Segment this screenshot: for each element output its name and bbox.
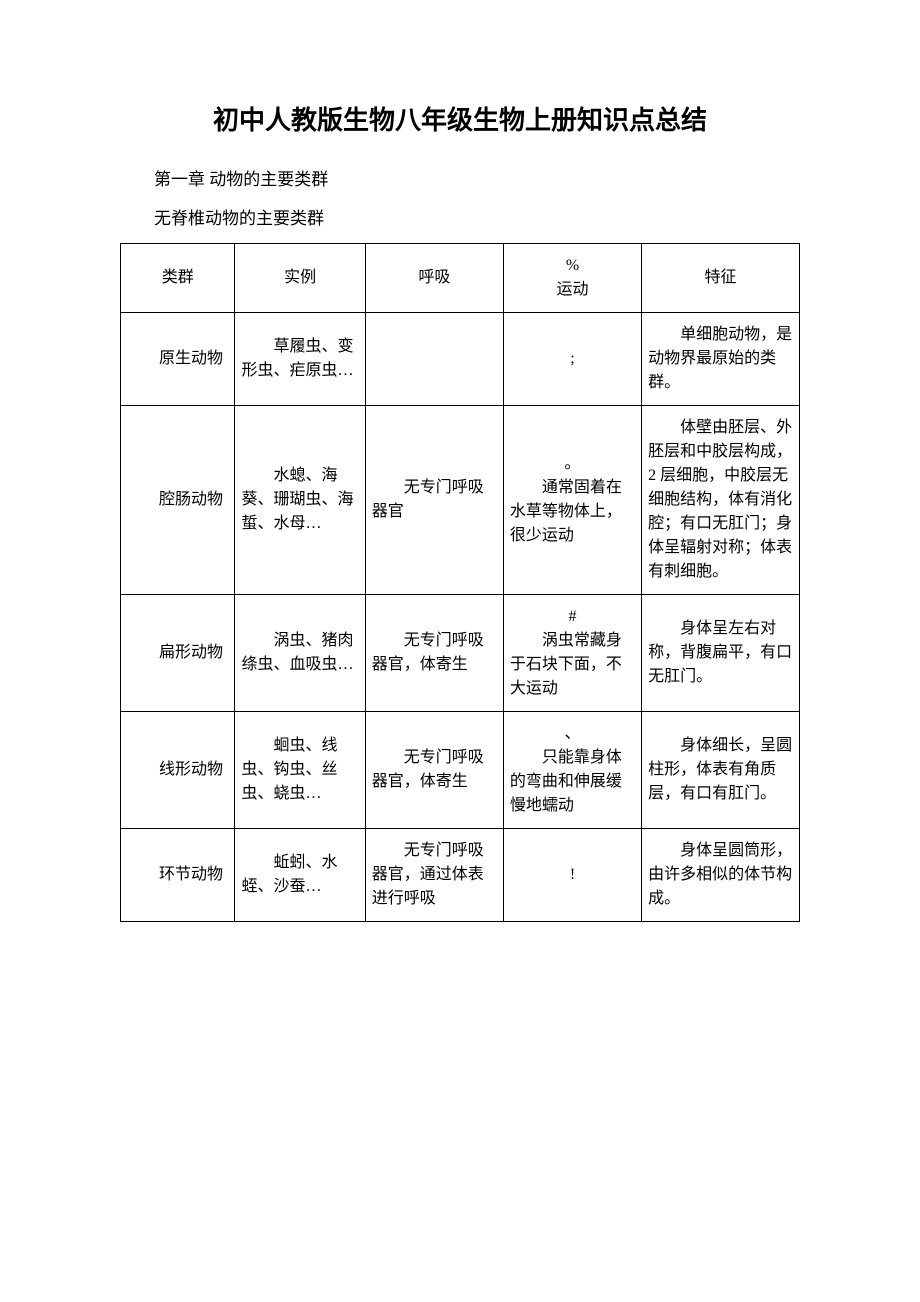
movement-text: 涡虫常藏身于石块下面，不大运动	[510, 629, 635, 701]
table-row: 扁形动物 涡虫、猪肉绦虫、血吸虫… 无专门呼吸器官，体寄生 # 涡虫常藏身于石块…	[121, 595, 800, 712]
header-movement: % 运动	[503, 244, 641, 313]
table-row: 环节动物 蚯蚓、水蛭、沙蚕… 无专门呼吸器官，通过体表进行呼吸 ! 身体呈圆筒形…	[121, 829, 800, 922]
header-movement-symbol: %	[510, 254, 635, 278]
cell-breathing: 无专门呼吸器官	[365, 406, 503, 595]
header-breathing: 呼吸	[365, 244, 503, 313]
cell-breathing: 无专门呼吸器官，体寄生	[365, 595, 503, 712]
cell-feature: 身体呈左右对称，背腹扁平，有口无肛门。	[642, 595, 800, 712]
header-category: 类群	[121, 244, 235, 313]
header-feature: 特征	[642, 244, 800, 313]
page-title: 初中人教版生物八年级生物上册知识点总结	[120, 100, 800, 137]
cell-movement: !	[503, 829, 641, 922]
cell-breathing: 无专门呼吸器官，通过体表进行呼吸	[365, 829, 503, 922]
cell-movement: 。 通常固着在水草等物体上，很少运动	[503, 406, 641, 595]
movement-text: 通常固着在水草等物体上，很少运动	[510, 476, 635, 548]
cell-movement: 、 只能靠身体的弯曲和伸展缓慢地蠕动	[503, 712, 641, 829]
movement-symbol: !	[510, 863, 635, 887]
header-example: 实例	[235, 244, 365, 313]
movement-symbol: #	[510, 605, 635, 629]
cell-category: 环节动物	[121, 829, 235, 922]
cell-feature: 体壁由胚层、外胚层和中胶层构成，2 层细胞，中胶层无细胞结构，体有消化腔；有口无…	[642, 406, 800, 595]
movement-symbol: 、	[510, 722, 635, 746]
cell-example: 涡虫、猪肉绦虫、血吸虫…	[235, 595, 365, 712]
cell-feature: 单细胞动物，是动物界最原始的类群。	[642, 313, 800, 406]
table-row: 腔肠动物 水螅、海葵、珊瑚虫、海蜇、水母… 无专门呼吸器官 。 通常固着在水草等…	[121, 406, 800, 595]
cell-category: 扁形动物	[121, 595, 235, 712]
subsection-heading: 无脊椎动物的主要类群	[120, 204, 800, 229]
cell-example: 蛔虫、线虫、钩虫、丝虫、蛲虫…	[235, 712, 365, 829]
movement-text: 只能靠身体的弯曲和伸展缓慢地蠕动	[510, 746, 635, 818]
movement-symbol: 。	[510, 452, 635, 476]
header-movement-label: 运动	[510, 278, 635, 302]
cell-category: 原生动物	[121, 313, 235, 406]
cell-category: 线形动物	[121, 712, 235, 829]
cell-breathing	[365, 313, 503, 406]
movement-symbol: ;	[510, 347, 635, 371]
cell-example: 蚯蚓、水蛭、沙蚕…	[235, 829, 365, 922]
cell-category: 腔肠动物	[121, 406, 235, 595]
cell-feature: 身体细长，呈圆柱形，体表有角质层，有口有肛门。	[642, 712, 800, 829]
table-header-row: 类群 实例 呼吸 % 运动 特征	[121, 244, 800, 313]
animal-groups-table: 类群 实例 呼吸 % 运动 特征 原生动物 草履虫、变形虫、疟原虫… ; 单细胞…	[120, 243, 800, 922]
cell-movement: # 涡虫常藏身于石块下面，不大运动	[503, 595, 641, 712]
table-row: 原生动物 草履虫、变形虫、疟原虫… ; 单细胞动物，是动物界最原始的类群。	[121, 313, 800, 406]
chapter-heading: 第一章 动物的主要类群	[120, 165, 800, 190]
cell-movement: ;	[503, 313, 641, 406]
cell-breathing: 无专门呼吸器官，体寄生	[365, 712, 503, 829]
cell-feature: 身体呈圆筒形，由许多相似的体节构成。	[642, 829, 800, 922]
table-row: 线形动物 蛔虫、线虫、钩虫、丝虫、蛲虫… 无专门呼吸器官，体寄生 、 只能靠身体…	[121, 712, 800, 829]
cell-example: 水螅、海葵、珊瑚虫、海蜇、水母…	[235, 406, 365, 595]
cell-example: 草履虫、变形虫、疟原虫…	[235, 313, 365, 406]
